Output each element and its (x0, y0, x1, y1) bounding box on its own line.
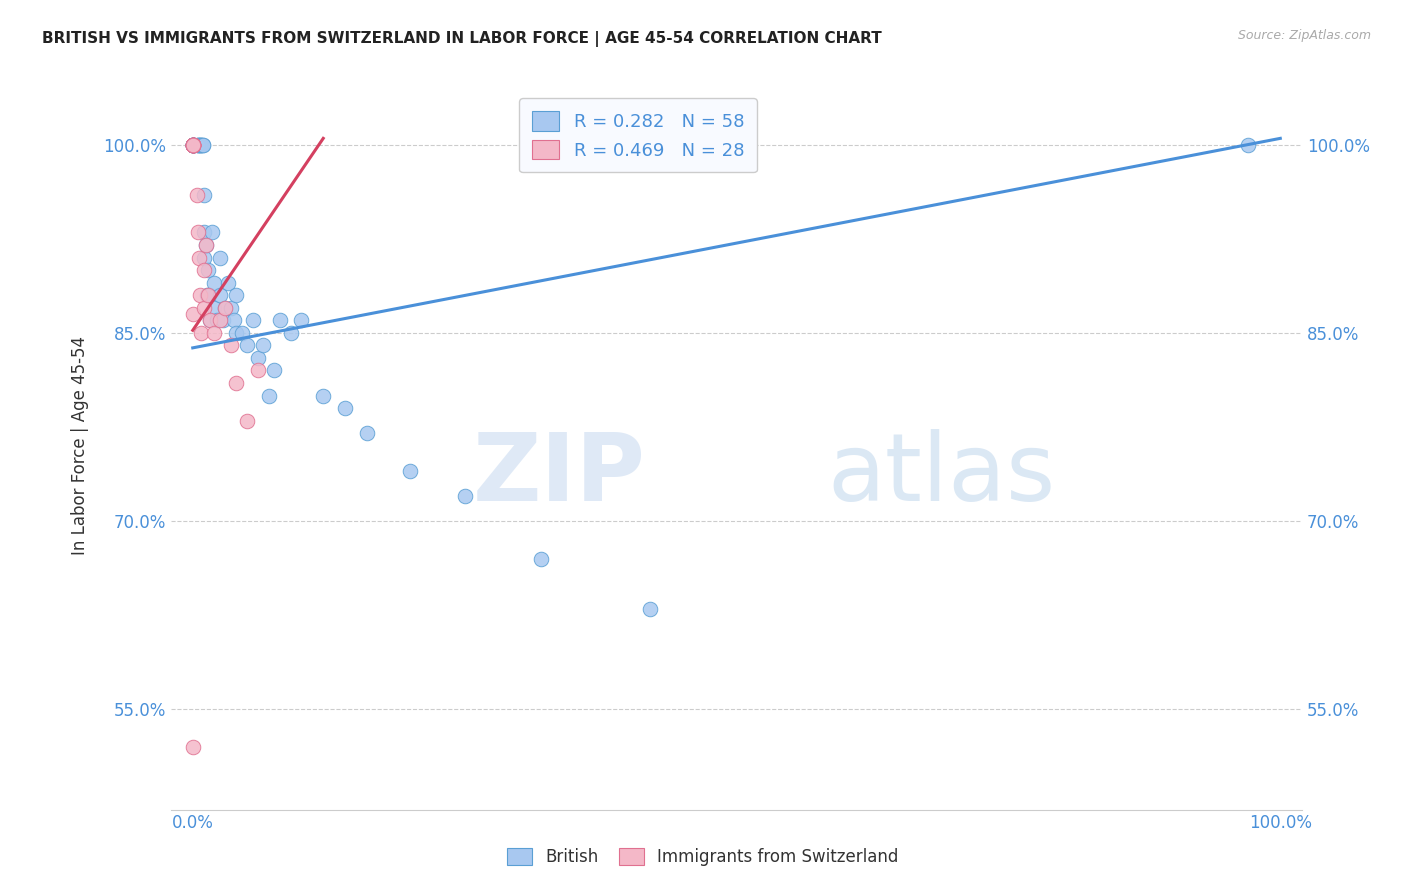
Point (208, 313, 231, 327)
Point (201, 226, 224, 240)
Point (181, 137, 204, 152)
Point (193, 187, 215, 202)
Point (214, 301, 236, 315)
Point (187, 226, 209, 240)
Text: atlas: atlas (827, 429, 1056, 521)
Point (188, 137, 211, 152)
Point (193, 226, 215, 240)
Point (236, 414, 259, 428)
Point (181, 137, 204, 152)
Point (219, 301, 242, 315)
Text: BRITISH VS IMMIGRANTS FROM SWITZERLAND IN LABOR FORCE | AGE 45-54 CORRELATION CH: BRITISH VS IMMIGRANTS FROM SWITZERLAND I… (42, 31, 882, 47)
Point (181, 137, 204, 152)
Point (194, 238, 217, 252)
Point (204, 276, 226, 290)
Point (181, 137, 204, 152)
Point (263, 363, 285, 377)
Point (333, 401, 356, 415)
Point (181, 137, 204, 152)
Point (236, 338, 259, 352)
Point (187, 137, 209, 152)
Point (188, 288, 211, 302)
Point (193, 301, 215, 315)
Point (212, 313, 235, 327)
Point (225, 326, 247, 340)
Point (181, 137, 204, 152)
Point (222, 313, 245, 327)
Point (205, 313, 228, 327)
Point (204, 301, 226, 315)
Point (219, 338, 242, 352)
Point (225, 288, 247, 302)
Point (181, 137, 204, 152)
Point (187, 137, 209, 152)
Point (181, 307, 204, 321)
Legend: British, Immigrants from Switzerland: British, Immigrants from Switzerland (499, 840, 907, 875)
Point (269, 313, 291, 327)
Point (191, 137, 214, 152)
Text: Source: ZipAtlas.com: Source: ZipAtlas.com (1237, 29, 1371, 42)
Point (181, 137, 204, 152)
Point (246, 351, 269, 365)
Point (181, 137, 204, 152)
Point (190, 137, 212, 152)
Point (181, 137, 204, 152)
Point (246, 363, 269, 377)
Point (188, 137, 211, 152)
Point (198, 313, 221, 327)
Point (188, 251, 211, 265)
Point (181, 137, 204, 152)
Point (191, 137, 214, 152)
Point (208, 251, 231, 265)
Point (198, 288, 221, 302)
Point (290, 313, 312, 327)
Point (198, 313, 221, 327)
Y-axis label: In Labor Force | Age 45-54: In Labor Force | Age 45-54 (72, 336, 89, 555)
Point (356, 426, 378, 441)
Point (181, 137, 204, 152)
Point (252, 338, 274, 352)
Point (181, 137, 204, 152)
Point (1236, 137, 1258, 152)
Point (204, 326, 226, 340)
Point (197, 288, 219, 302)
Point (190, 326, 212, 340)
Point (280, 326, 302, 340)
Point (231, 326, 253, 340)
Point (186, 187, 208, 202)
Point (208, 288, 231, 302)
Point (187, 137, 209, 152)
Point (181, 137, 204, 152)
Text: ZIP: ZIP (474, 429, 645, 521)
Point (193, 263, 215, 277)
Point (214, 301, 236, 315)
Point (399, 464, 422, 478)
Point (181, 137, 204, 152)
Point (257, 388, 280, 402)
Point (190, 137, 212, 152)
Point (217, 276, 239, 290)
Point (181, 137, 204, 152)
Point (225, 376, 247, 390)
Point (181, 137, 204, 152)
Point (638, 602, 661, 616)
Point (195, 288, 218, 302)
Point (181, 137, 204, 152)
Legend: R = 0.282   N = 58, R = 0.469   N = 28: R = 0.282 N = 58, R = 0.469 N = 28 (519, 98, 756, 172)
Point (530, 551, 553, 566)
Point (194, 238, 217, 252)
Point (181, 739, 204, 754)
Point (197, 263, 219, 277)
Point (181, 137, 204, 152)
Point (242, 313, 264, 327)
Point (193, 251, 215, 265)
Point (453, 489, 475, 503)
Point (312, 388, 335, 402)
